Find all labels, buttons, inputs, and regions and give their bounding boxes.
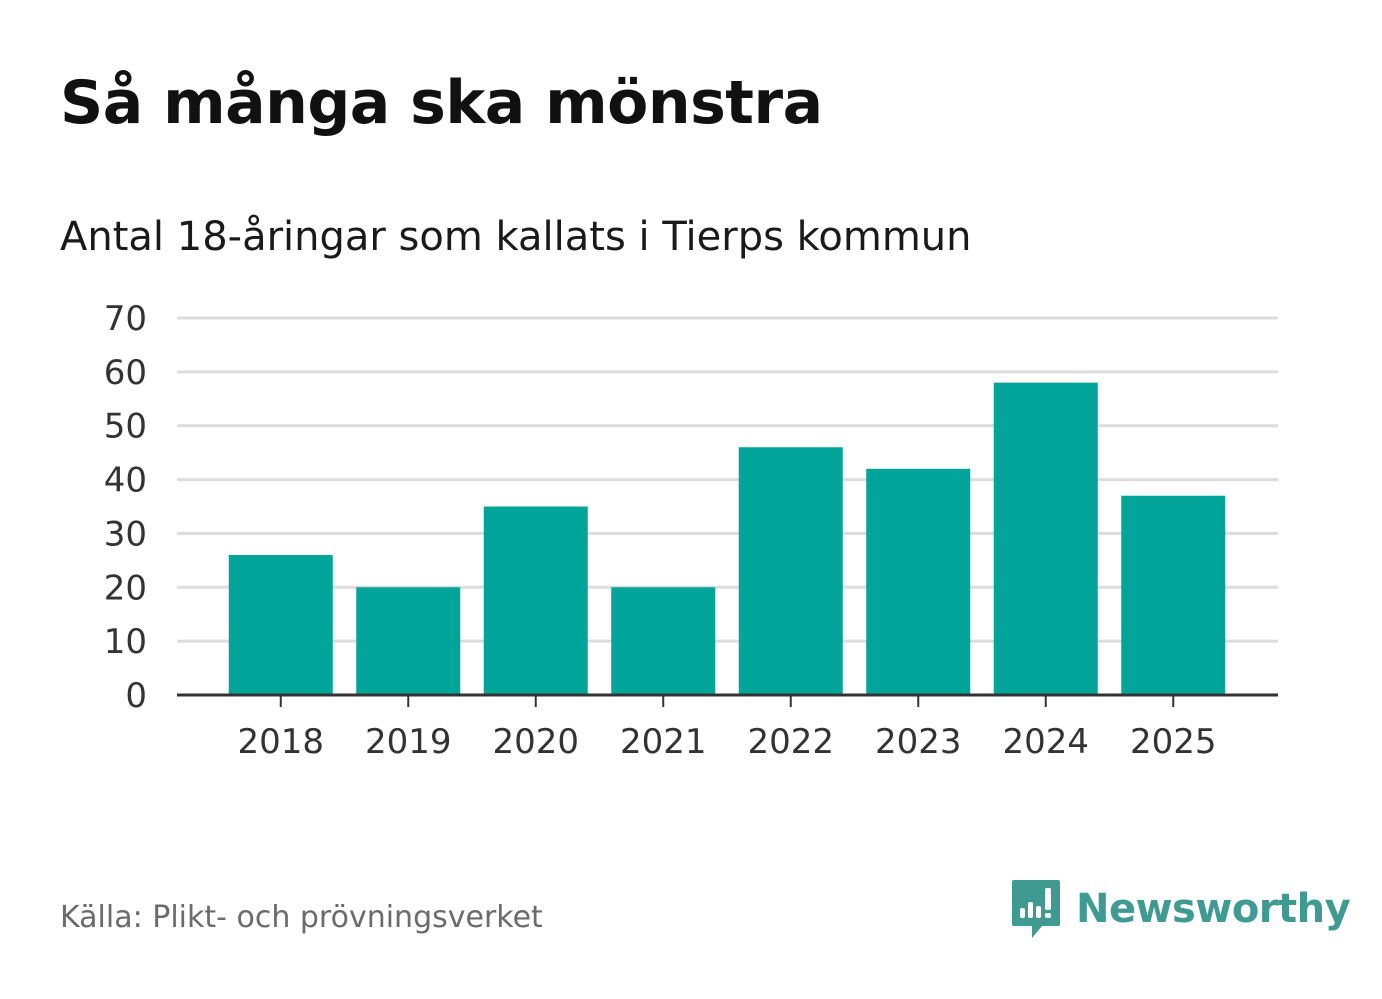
chart-title: Så många ska mönstra bbox=[60, 68, 823, 138]
bars bbox=[228, 382, 1226, 695]
source-note: Källa: Plikt- och prövningsverket bbox=[60, 900, 543, 935]
y-tick-label: 40 bbox=[104, 461, 147, 501]
x-tick-label: 2021 bbox=[620, 722, 707, 762]
y-tick-label: 20 bbox=[104, 568, 147, 608]
bar-2025 bbox=[1121, 495, 1226, 695]
y-axis-ticks: 0 10 20 30 40 50 60 70 bbox=[104, 299, 147, 716]
y-tick-label: 70 bbox=[104, 299, 147, 339]
y-tick-label: 50 bbox=[104, 407, 147, 447]
x-tick-label: 2020 bbox=[492, 722, 579, 762]
bar-2018 bbox=[228, 554, 333, 695]
bar-2021 bbox=[611, 587, 716, 695]
bar-2020 bbox=[483, 506, 588, 695]
bar-2019 bbox=[356, 587, 461, 695]
brand-name: Newsworthy bbox=[1076, 886, 1351, 932]
y-tick-label: 30 bbox=[104, 514, 147, 554]
brand-logo[interactable]: Newsworthy bbox=[1010, 878, 1351, 940]
chart-subtitle: Antal 18-åringar som kallats i Tierps ko… bbox=[60, 214, 972, 260]
x-tick-label: 2024 bbox=[1002, 722, 1089, 762]
x-axis bbox=[177, 693, 1278, 707]
newsworthy-logo-icon bbox=[1012, 880, 1060, 938]
x-tick-label: 2018 bbox=[237, 722, 324, 762]
x-tick-label: 2025 bbox=[1130, 722, 1217, 762]
bar-2022 bbox=[738, 447, 843, 695]
x-tick-label: 2022 bbox=[747, 722, 834, 762]
y-tick-label: 10 bbox=[104, 622, 147, 662]
bar-2023 bbox=[866, 468, 971, 695]
x-tick-label: 2023 bbox=[875, 722, 962, 762]
x-axis-ticks: 2018 2019 2020 2021 2022 2023 2024 2025 bbox=[237, 722, 1216, 762]
y-tick-label: 60 bbox=[104, 353, 147, 393]
grid-lines bbox=[177, 316, 1278, 643]
bar-2024 bbox=[993, 382, 1098, 695]
y-tick-label: 0 bbox=[125, 676, 147, 716]
x-tick-label: 2019 bbox=[365, 722, 452, 762]
